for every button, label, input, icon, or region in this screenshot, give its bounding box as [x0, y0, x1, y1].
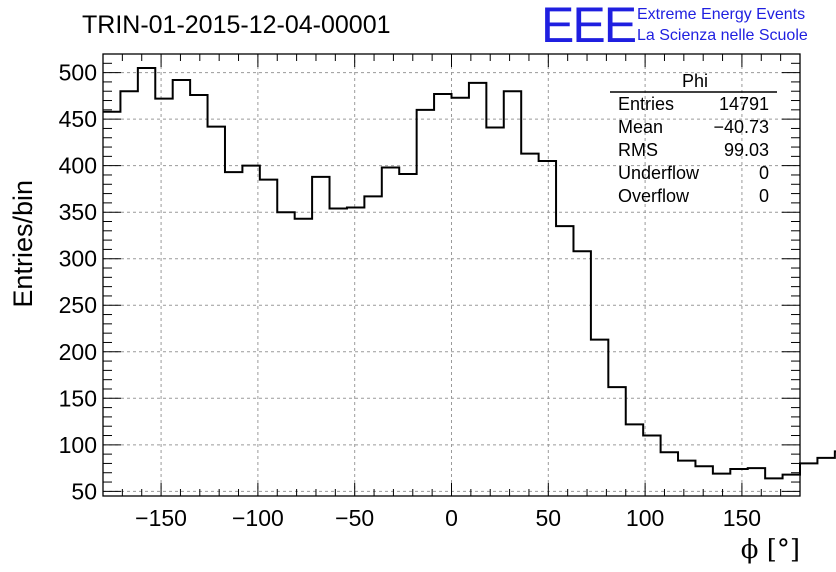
y-tick-label: 150: [59, 385, 97, 411]
stats-row-rms: RMS 99.03: [618, 140, 769, 160]
y-tick-label: 300: [59, 246, 97, 272]
stats-value: −40.73: [713, 117, 769, 137]
y-tick-label: 400: [59, 153, 97, 179]
brand-line-2: La Scienza nelle Scuole: [637, 27, 808, 44]
stats-label: Mean: [618, 117, 663, 137]
x-axis-label: ϕ [°]: [741, 535, 800, 565]
y-tick-label: 50: [71, 478, 97, 504]
stats-value: 0: [759, 186, 769, 206]
y-tick-label: 350: [59, 199, 97, 225]
axis-ticks: [102, 53, 801, 496]
stats-box: Phi Entries 14791 Mean −40.73 RMS 99.03 …: [610, 71, 777, 206]
y-tick-labels: 50 100 150 200 250 300 350 400 450 500: [59, 60, 97, 505]
chart-title: TRIN-01-2015-12-04-00001: [82, 11, 391, 39]
x-tick-label: −100: [232, 505, 284, 531]
x-tick-label: 150: [723, 505, 761, 531]
stats-value: 99.03: [724, 140, 769, 160]
stats-label: Overflow: [618, 186, 690, 206]
x-tick-label: −150: [135, 505, 187, 531]
eee-logo: EEE Extreme Energy Events La Scienza nel…: [541, 0, 808, 53]
stats-value: 14791: [719, 94, 769, 114]
stats-label: Entries: [618, 94, 674, 114]
y-axis-label: Entries/bin: [8, 180, 38, 308]
stats-title: Phi: [682, 71, 708, 91]
stats-label: Underflow: [618, 163, 700, 183]
stats-label: RMS: [618, 140, 658, 160]
x-tick-labels: −150 −100 −50 0 50 100 150: [135, 505, 761, 531]
eee-logo-text: EEE: [541, 0, 636, 53]
y-tick-label: 200: [59, 339, 97, 365]
stats-row-underflow: Underflow 0: [618, 163, 769, 183]
y-tick-label: 450: [59, 106, 97, 132]
x-tick-label: 100: [626, 505, 664, 531]
brand-line-1: Extreme Energy Events: [637, 6, 805, 23]
y-tick-label: 100: [59, 432, 97, 458]
x-tick-label: 0: [445, 505, 458, 531]
x-tick-label: 50: [536, 505, 562, 531]
x-tick-label: −50: [335, 505, 374, 531]
stats-row-mean: Mean −40.73: [618, 117, 769, 137]
stats-row-overflow: Overflow 0: [618, 186, 769, 206]
y-tick-label: 500: [59, 60, 97, 86]
y-tick-label: 250: [59, 292, 97, 318]
stats-row-entries: Entries 14791: [618, 94, 769, 114]
stats-value: 0: [759, 163, 769, 183]
histogram-line: [103, 66, 836, 480]
